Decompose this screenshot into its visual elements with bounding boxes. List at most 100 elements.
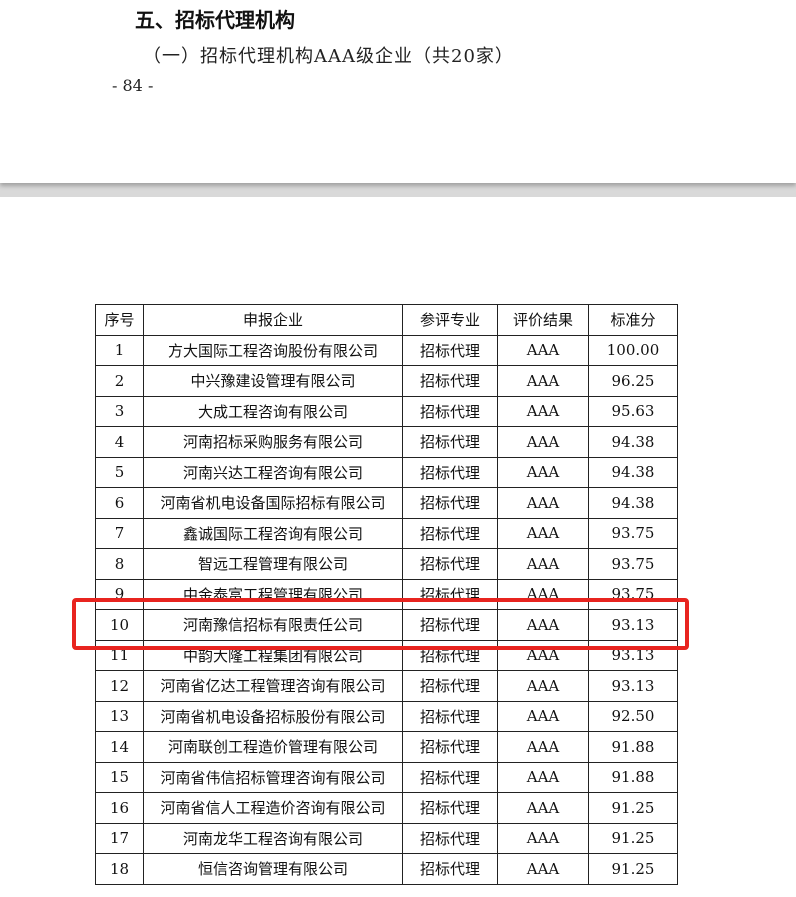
cell-index: 3 bbox=[95, 395, 144, 427]
cell-major: 招标代理 bbox=[402, 609, 498, 641]
header-major: 参评专业 bbox=[402, 304, 498, 336]
table-header-row: 序号 申报企业 参评专业 评价结果 标准分 bbox=[95, 304, 678, 336]
cell-company: 河南省机电设备招标股份有限公司 bbox=[143, 700, 403, 732]
table-row: 6 河南省机电设备国际招标有限公司 招标代理 AAA 94.38 bbox=[95, 487, 678, 519]
table-row: 2 中兴豫建设管理有限公司 招标代理 AAA 96.25 bbox=[95, 365, 678, 397]
subsection-title: （一）招标代理机构AAA级企业（共20家） bbox=[143, 46, 514, 67]
cell-result: AAA bbox=[497, 670, 589, 702]
cell-major: 招标代理 bbox=[402, 792, 498, 824]
table-row: 8 智远工程管理有限公司 招标代理 AAA 93.75 bbox=[95, 548, 678, 580]
cell-result: AAA bbox=[497, 731, 589, 763]
cell-result: AAA bbox=[497, 853, 589, 885]
cell-major: 招标代理 bbox=[402, 853, 498, 885]
cell-major: 招标代理 bbox=[402, 517, 498, 549]
cell-score: 91.25 bbox=[588, 792, 678, 824]
cell-company: 河南招标采购服务有限公司 bbox=[143, 426, 403, 458]
cell-score: 93.75 bbox=[588, 578, 678, 610]
cell-result: AAA bbox=[497, 761, 589, 793]
cell-major: 招标代理 bbox=[402, 700, 498, 732]
cell-major: 招标代理 bbox=[402, 426, 498, 458]
cell-index: 8 bbox=[95, 548, 144, 580]
cell-index: 4 bbox=[95, 426, 144, 458]
cell-result: AAA bbox=[497, 822, 589, 854]
cell-major: 招标代理 bbox=[402, 761, 498, 793]
cell-company: 鑫诚国际工程咨询有限公司 bbox=[143, 517, 403, 549]
cell-index: 9 bbox=[95, 578, 144, 610]
table-row: 3 大成工程咨询有限公司 招标代理 AAA 95.63 bbox=[95, 395, 678, 427]
header-score: 标准分 bbox=[588, 304, 678, 336]
table-row: 10 河南豫信招标有限责任公司 招标代理 AAA 93.13 bbox=[95, 609, 678, 641]
cell-major: 招标代理 bbox=[402, 365, 498, 397]
cell-major: 招标代理 bbox=[402, 334, 498, 366]
cell-index: 6 bbox=[95, 487, 144, 519]
cell-company: 河南兴达工程咨询有限公司 bbox=[143, 456, 403, 488]
cell-score: 91.25 bbox=[588, 822, 678, 854]
table-row: 14 河南联创工程造价管理有限公司 招标代理 AAA 91.88 bbox=[95, 731, 678, 763]
cell-company: 河南省亿达工程管理咨询有限公司 bbox=[143, 670, 403, 702]
cell-major: 招标代理 bbox=[402, 456, 498, 488]
section-title: 五、招标代理机构 bbox=[135, 8, 295, 32]
cell-result: AAA bbox=[497, 395, 589, 427]
table-row: 1 方大国际工程咨询股份有限公司 招标代理 AAA 100.00 bbox=[95, 334, 678, 366]
cell-major: 招标代理 bbox=[402, 822, 498, 854]
cell-score: 91.88 bbox=[588, 761, 678, 793]
cell-score: 96.25 bbox=[588, 365, 678, 397]
cell-score: 93.75 bbox=[588, 548, 678, 580]
cell-score: 94.38 bbox=[588, 456, 678, 488]
cell-score: 91.25 bbox=[588, 853, 678, 885]
cell-company: 中韵大隆工程集团有限公司 bbox=[143, 639, 403, 671]
cell-score: 100.00 bbox=[588, 334, 678, 366]
cell-result: AAA bbox=[497, 365, 589, 397]
cell-result: AAA bbox=[497, 548, 589, 580]
cell-score: 93.75 bbox=[588, 517, 678, 549]
cell-index: 18 bbox=[95, 853, 144, 885]
cell-result: AAA bbox=[497, 700, 589, 732]
current-page: 序号 申报企业 参评专业 评价结果 标准分 1 方大国际工程咨询股份有限公司 招标代… bbox=[0, 197, 796, 897]
cell-result: AAA bbox=[497, 334, 589, 366]
table-row: 7 鑫诚国际工程咨询有限公司 招标代理 AAA 93.75 bbox=[95, 517, 678, 549]
cell-index: 16 bbox=[95, 792, 144, 824]
cell-index: 13 bbox=[95, 700, 144, 732]
ranking-table: 序号 申报企业 参评专业 评价结果 标准分 1 方大国际工程咨询股份有限公司 招标代… bbox=[95, 304, 678, 885]
cell-company: 河南龙华工程咨询有限公司 bbox=[143, 822, 403, 854]
cell-major: 招标代理 bbox=[402, 487, 498, 519]
cell-result: AAA bbox=[497, 792, 589, 824]
cell-major: 招标代理 bbox=[402, 670, 498, 702]
cell-major: 招标代理 bbox=[402, 548, 498, 580]
cell-company: 河南省信人工程造价咨询有限公司 bbox=[143, 792, 403, 824]
cell-result: AAA bbox=[497, 517, 589, 549]
table-row: 15 河南省伟信招标管理咨询有限公司 招标代理 AAA 91.88 bbox=[95, 761, 678, 793]
cell-score: 94.38 bbox=[588, 487, 678, 519]
cell-index: 17 bbox=[95, 822, 144, 854]
header-result: 评价结果 bbox=[497, 304, 589, 336]
highlight-box bbox=[72, 598, 689, 650]
table-row: 12 河南省亿达工程管理咨询有限公司 招标代理 AAA 93.13 bbox=[95, 670, 678, 702]
cell-result: AAA bbox=[497, 456, 589, 488]
table-row: 16 河南省信人工程造价咨询有限公司 招标代理 AAA 91.25 bbox=[95, 792, 678, 824]
cell-company: 恒信咨询管理有限公司 bbox=[143, 853, 403, 885]
table-row: 5 河南兴达工程咨询有限公司 招标代理 AAA 94.38 bbox=[95, 456, 678, 488]
cell-company: 河南省伟信招标管理咨询有限公司 bbox=[143, 761, 403, 793]
header-index: 序号 bbox=[95, 304, 144, 336]
page-number: - 84 - bbox=[112, 76, 154, 95]
cell-index: 5 bbox=[95, 456, 144, 488]
table-row: 4 河南招标采购服务有限公司 招标代理 AAA 94.38 bbox=[95, 426, 678, 458]
cell-score: 92.50 bbox=[588, 700, 678, 732]
cell-company: 中兴豫建设管理有限公司 bbox=[143, 365, 403, 397]
cell-index: 1 bbox=[95, 334, 144, 366]
table-row: 17 河南龙华工程咨询有限公司 招标代理 AAA 91.25 bbox=[95, 822, 678, 854]
cell-major: 招标代理 bbox=[402, 395, 498, 427]
cell-index: 10 bbox=[95, 609, 144, 641]
cell-index: 12 bbox=[95, 670, 144, 702]
cell-score: 95.63 bbox=[588, 395, 678, 427]
header-company: 申报企业 bbox=[143, 304, 403, 336]
cell-score: 94.38 bbox=[588, 426, 678, 458]
cell-index: 15 bbox=[95, 761, 144, 793]
cell-score: 93.13 bbox=[588, 670, 678, 702]
cell-index: 7 bbox=[95, 517, 144, 549]
cell-company: 河南联创工程造价管理有限公司 bbox=[143, 731, 403, 763]
table-row: 13 河南省机电设备招标股份有限公司 招标代理 AAA 92.50 bbox=[95, 700, 678, 732]
table-row: 18 恒信咨询管理有限公司 招标代理 AAA 91.25 bbox=[95, 853, 678, 885]
cell-result: AAA bbox=[497, 426, 589, 458]
cell-company: 方大国际工程咨询股份有限公司 bbox=[143, 334, 403, 366]
